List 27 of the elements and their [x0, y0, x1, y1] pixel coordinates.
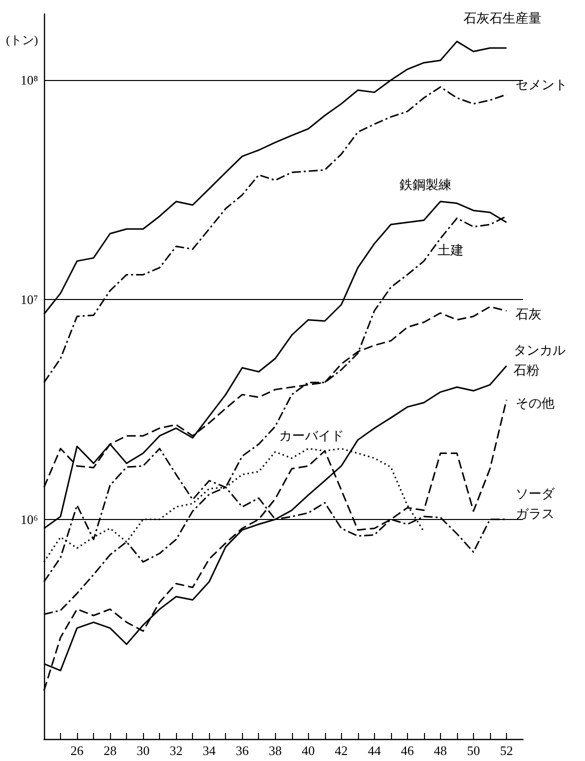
series-label: タンカル石粉 [513, 342, 566, 378]
series-label: 鉄鋼製練 [399, 176, 452, 192]
series-label: その他 [515, 395, 554, 410]
x-tick-label: 50 [466, 743, 480, 758]
x-tick-label: 48 [434, 743, 447, 758]
y-axis-title: (トン) [6, 33, 38, 47]
y-tick-label: 10⁸ [20, 72, 38, 88]
x-tick-label: 28 [104, 743, 117, 758]
x-tick-label: 40 [302, 743, 315, 758]
x-tick-label: 30 [136, 743, 150, 758]
y-tick-label: 10⁷ [20, 292, 38, 308]
x-tick-label: 36 [236, 743, 250, 758]
x-tick-label: 46 [400, 743, 414, 758]
series-label: ソーダガラス [515, 486, 556, 521]
x-tick-label: 52 [500, 743, 513, 758]
series-label: 石灰石生産量 [463, 10, 542, 26]
series-label: カーバイド [278, 428, 344, 444]
x-tick-label: 38 [268, 743, 282, 758]
series-label: 土建 [437, 242, 464, 258]
x-tick-label: 34 [202, 743, 216, 758]
series-label: セメント [515, 77, 568, 92]
y-tick-label: 10⁶ [20, 512, 38, 527]
x-tick-label: 32 [170, 743, 183, 758]
x-tick-label: 26 [70, 743, 84, 758]
x-tick-label: 44 [368, 743, 382, 758]
x-tick-label: 42 [334, 743, 348, 758]
series-label: 石灰 [515, 306, 542, 322]
